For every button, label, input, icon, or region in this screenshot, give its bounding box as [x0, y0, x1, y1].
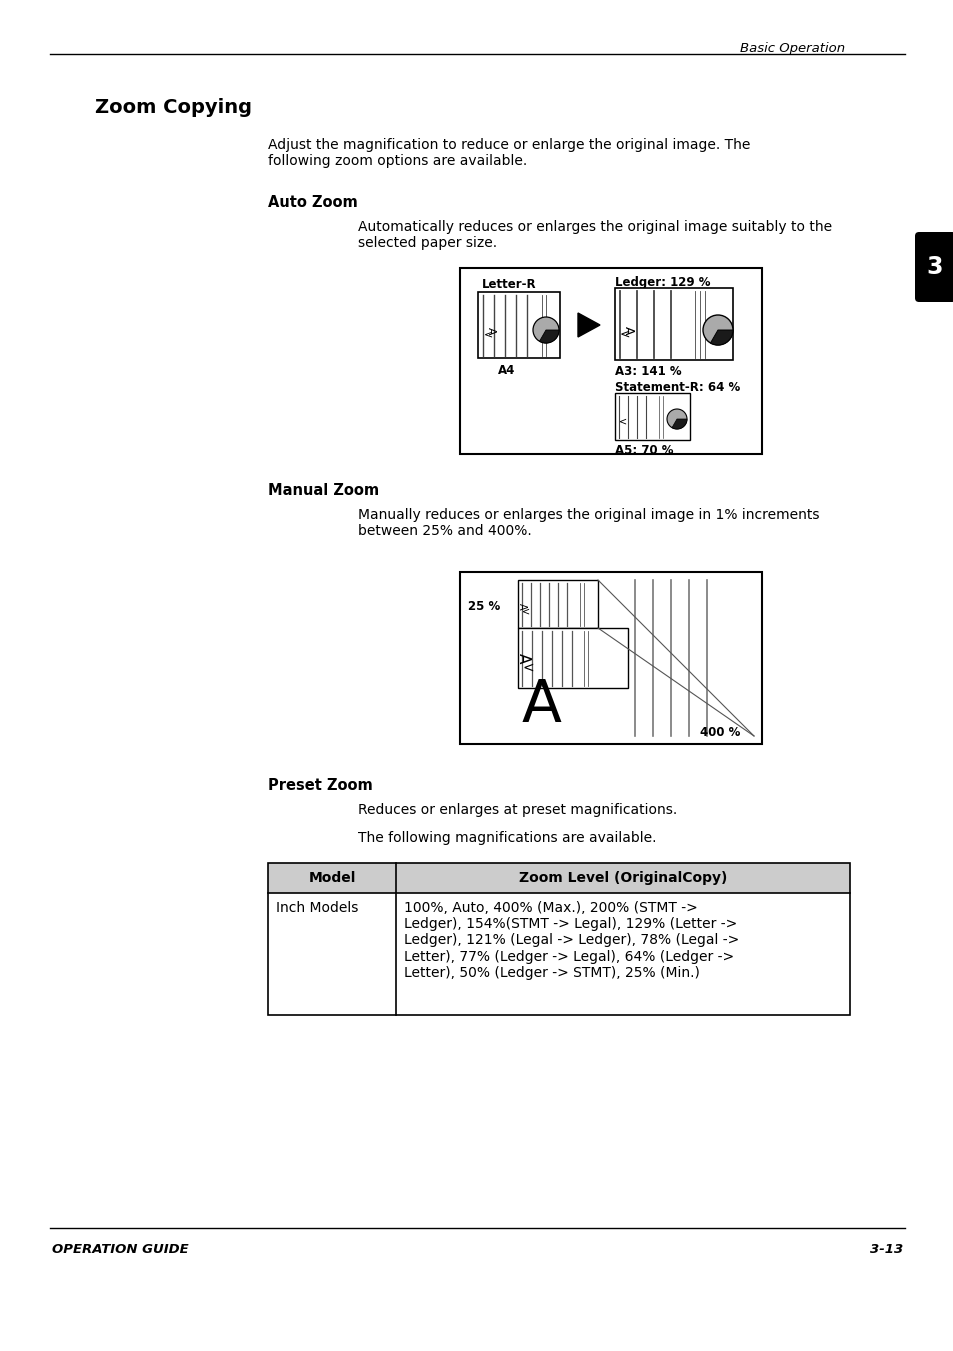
Bar	[517, 580, 598, 628]
Text: Preset Zoom: Preset Zoom	[268, 778, 373, 793]
Text: Statement-R: 64 %: Statement-R: 64 %	[615, 381, 740, 394]
Text: A: A	[515, 653, 530, 663]
Text: Model: Model	[308, 871, 355, 885]
Bar	[517, 628, 627, 688]
Text: Basic Operation: Basic Operation	[740, 42, 844, 55]
Wedge shape	[539, 330, 558, 343]
Text: Auto Zoom: Auto Zoom	[268, 195, 357, 209]
Bar	[268, 863, 849, 893]
FancyBboxPatch shape	[914, 232, 953, 303]
Polygon shape	[578, 313, 599, 336]
Text: Adjust the magnification to reduce or enlarge the original image. The
following : Adjust the magnification to reduce or en…	[268, 138, 750, 169]
Text: Ledger: 129 %: Ledger: 129 %	[615, 276, 710, 289]
Text: Manually reduces or enlarges the original image in 1% increments
between 25% and: Manually reduces or enlarges the origina…	[357, 508, 819, 538]
Bar	[459, 571, 761, 744]
Circle shape	[702, 315, 732, 345]
Text: 3: 3	[925, 255, 943, 280]
Text: A5: 70 %: A5: 70 %	[615, 444, 673, 457]
Text: 25 %: 25 %	[468, 600, 499, 613]
Text: 100%, Auto, 400% (Max.), 200% (STMT ->
Ledger), 154%(STMT -> Legal), 129% (Lette: 100%, Auto, 400% (Max.), 200% (STMT -> L…	[403, 901, 739, 979]
Text: OPERATION GUIDE: OPERATION GUIDE	[52, 1243, 189, 1256]
Wedge shape	[710, 330, 732, 345]
Text: A: A	[517, 603, 526, 609]
Circle shape	[666, 409, 686, 430]
Bar	[615, 393, 689, 440]
Text: Zoom Copying: Zoom Copying	[95, 99, 252, 118]
Bar	[615, 288, 732, 359]
Text: 3-13: 3-13	[869, 1243, 902, 1256]
Text: The following magnifications are available.: The following magnifications are availab…	[357, 831, 656, 844]
Text: Automatically reduces or enlarges the original image suitably to the
selected pa: Automatically reduces or enlarges the or…	[357, 220, 831, 250]
Text: 400 %: 400 %	[700, 725, 740, 739]
Circle shape	[533, 317, 558, 343]
Text: A: A	[521, 677, 561, 734]
Text: <: <	[483, 330, 493, 339]
Wedge shape	[671, 419, 686, 430]
Text: A: A	[485, 327, 496, 335]
Text: Letter-R: Letter-R	[481, 278, 536, 290]
Text: Inch Models: Inch Models	[275, 901, 358, 915]
Text: <: <	[522, 661, 534, 676]
Text: <: <	[619, 327, 630, 340]
Text: Manual Zoom: Manual Zoom	[268, 484, 378, 499]
Text: A3: 141 %: A3: 141 %	[615, 365, 680, 378]
Text: A: A	[620, 326, 634, 334]
Text: <: <	[521, 607, 530, 617]
Text: <: <	[618, 416, 626, 426]
Bar	[477, 292, 559, 358]
Text: Reduces or enlarges at preset magnifications.: Reduces or enlarges at preset magnificat…	[357, 802, 677, 817]
Text: A4: A4	[497, 363, 515, 377]
Text: Zoom Level (OriginalCopy): Zoom Level (OriginalCopy)	[518, 871, 726, 885]
Bar	[459, 267, 761, 454]
Bar	[268, 863, 849, 1015]
